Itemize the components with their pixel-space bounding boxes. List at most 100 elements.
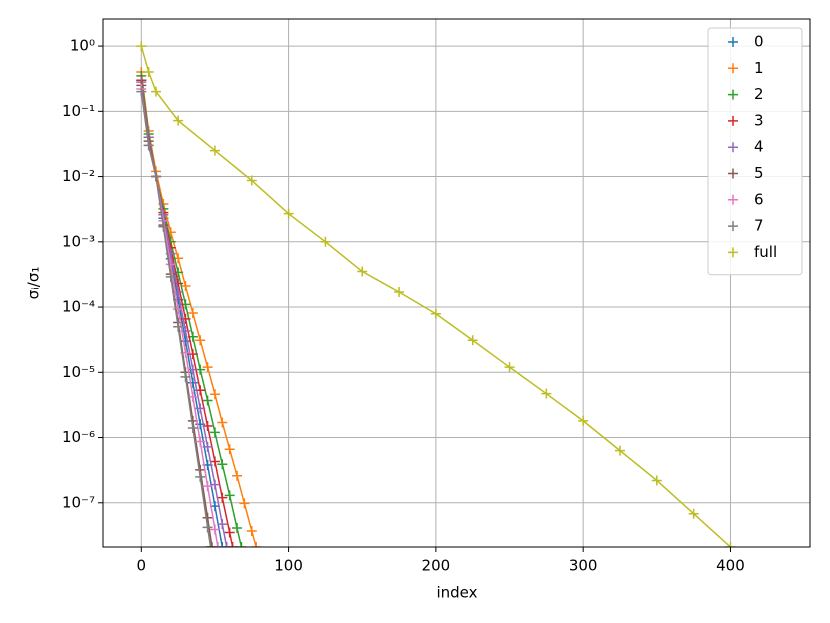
marker [224, 490, 235, 501]
marker [394, 287, 405, 298]
legend-label: 4 [754, 138, 764, 156]
y-tick-label: 10⁻¹ [62, 102, 95, 120]
marker [246, 175, 257, 186]
legend-marker [728, 115, 738, 126]
marker [195, 335, 206, 346]
marker [173, 321, 184, 332]
legend-label: 5 [754, 164, 764, 182]
marker [221, 542, 232, 547]
marker [202, 362, 213, 373]
y-tick-label: 10⁻⁷ [62, 493, 95, 511]
marker [504, 362, 515, 373]
legend-label: full [754, 243, 777, 261]
marker [202, 481, 213, 492]
legend-marker [728, 142, 738, 153]
marker [136, 41, 147, 52]
marker [143, 67, 154, 78]
legend-label: 1 [754, 59, 764, 77]
marker [209, 524, 220, 535]
marker [151, 86, 162, 97]
marker [236, 542, 247, 547]
marker [202, 512, 213, 523]
marker [158, 221, 169, 232]
marker [187, 364, 198, 375]
marker [209, 389, 220, 400]
x-tick-label: 200 [422, 557, 451, 575]
marker [239, 498, 250, 509]
marker [187, 423, 198, 434]
marker [143, 140, 154, 151]
y-tick-label: 10⁻⁶ [62, 428, 95, 446]
marker [227, 542, 238, 547]
x-tick-label: 100 [274, 557, 303, 575]
marker [195, 403, 206, 414]
x-tick-label: 300 [569, 557, 598, 575]
marker [688, 508, 699, 519]
marker [173, 115, 184, 126]
grid [103, 19, 810, 547]
marker [202, 522, 213, 533]
y-tick-label: 10⁻² [62, 167, 95, 185]
marker [251, 542, 262, 547]
legend-label: 0 [754, 33, 764, 51]
legend-marker [728, 247, 738, 258]
marker [217, 459, 228, 470]
marker [430, 308, 441, 319]
marker [180, 281, 191, 292]
marker [180, 313, 191, 324]
marker [217, 417, 228, 428]
y-tick-label: 10⁰ [70, 37, 95, 55]
marker [165, 271, 176, 282]
marker [151, 171, 162, 182]
marker [187, 377, 198, 388]
y-axis-label: σᵢ/σ₁ [25, 267, 43, 300]
legend: 0 1 2 3 4 5 6 7 full [707, 27, 803, 276]
marker [232, 523, 243, 534]
marker [209, 456, 220, 467]
marker [180, 371, 191, 382]
x-tick-label: 0 [137, 557, 147, 575]
legend-box [707, 27, 803, 276]
marker [212, 542, 223, 547]
marker [180, 336, 191, 347]
marker [187, 391, 198, 402]
marker [232, 470, 243, 481]
marker [136, 86, 147, 97]
legend-marker [728, 221, 738, 232]
x-axis-label: index [436, 584, 477, 602]
marker [725, 542, 736, 547]
marker [173, 278, 184, 289]
marker [224, 527, 235, 538]
marker [195, 471, 206, 482]
marker [206, 542, 217, 547]
marker [357, 266, 368, 277]
marker [651, 475, 662, 486]
legend-marker [728, 37, 738, 47]
marker [209, 427, 220, 438]
axes-frame [102, 18, 811, 548]
marker [467, 335, 478, 346]
legend-label: 2 [754, 85, 764, 103]
y-tick-label: 10⁻⁵ [62, 363, 95, 381]
legend-marker [728, 194, 738, 205]
marker [209, 145, 220, 156]
legend-marker [728, 89, 738, 100]
y-tick-label: 10⁻⁴ [62, 298, 95, 316]
series-line [140, 75, 243, 547]
legend-label: 6 [754, 190, 764, 208]
marker [541, 388, 552, 399]
marker [209, 479, 220, 490]
marker [578, 415, 589, 426]
plot-area [136, 41, 736, 547]
marker [217, 492, 228, 503]
marker [217, 519, 228, 530]
marker [320, 236, 331, 247]
legend-label: 7 [754, 217, 764, 235]
marker [283, 208, 294, 219]
y-tick-label: 10⁻³ [62, 232, 95, 250]
marker [202, 441, 213, 452]
legend-marker [728, 63, 738, 74]
marker [187, 308, 198, 319]
